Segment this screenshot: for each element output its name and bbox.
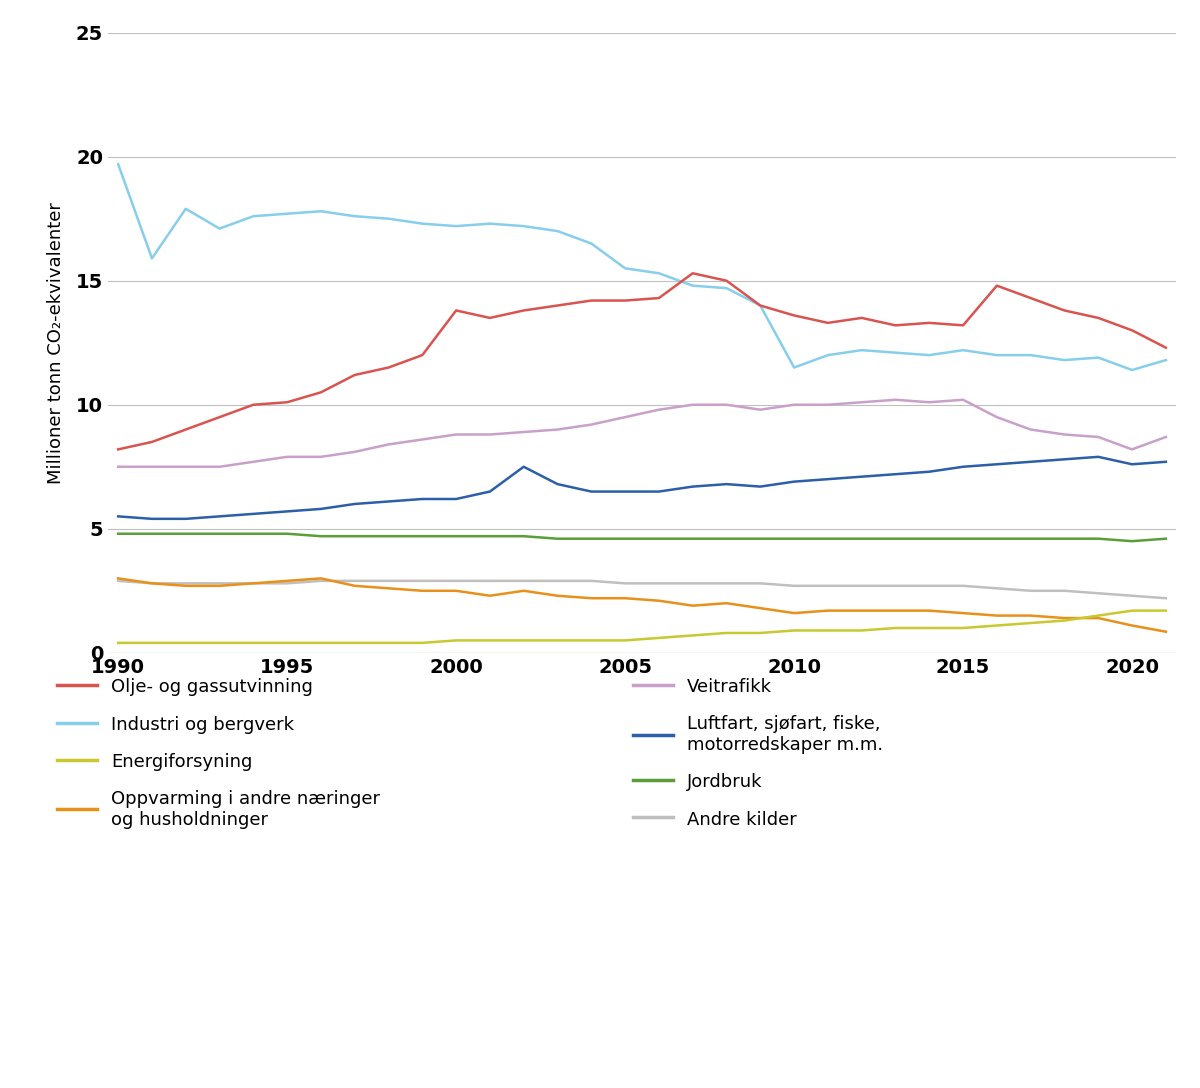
Legend: Veitrafikk, Luftfart, sjøfart, fiske,
motorredskaper m.m., Jordbruk, Andre kilde: Veitrafikk, Luftfart, sjøfart, fiske, mo… <box>634 678 883 829</box>
Y-axis label: Millioner tonn CO₂-ekvivalenter: Millioner tonn CO₂-ekvivalenter <box>47 201 65 484</box>
Legend: Olje- og gassutvinning, Industri og bergverk, Energiforsyning, Oppvarming i andr: Olje- og gassutvinning, Industri og berg… <box>58 678 380 829</box>
